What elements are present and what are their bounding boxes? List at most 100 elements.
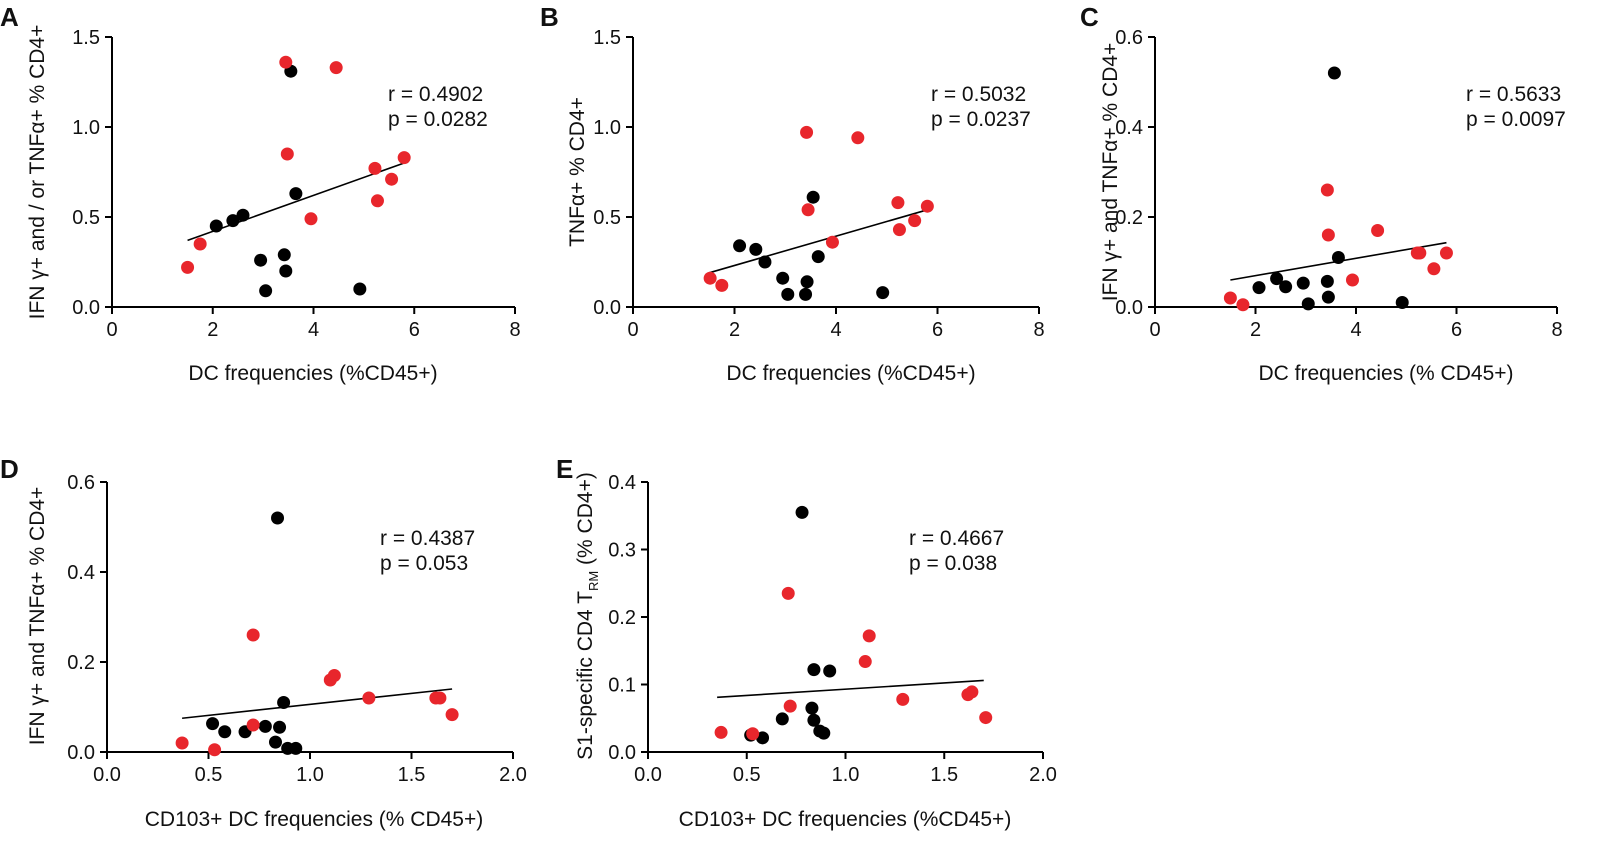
panel-letter-a: A [0,2,19,32]
panel-e-xlabel: CD103+ DC frequencies (%CD45+) [679,808,1012,831]
panel-a-y-tick-label: 1.0 [72,117,100,139]
panel-c-point-group_b [1320,183,1334,197]
panel-a-y-tick-label: 0.0 [72,297,100,319]
panel-c-point-group_a [1270,272,1284,286]
panel-c-x-tick-label: 2 [1250,319,1261,341]
panel-e-r-value: r = 0.4667 [909,527,1004,550]
panel-c-p-value: p = 0.0097 [1466,108,1566,131]
panel-d-point-group_a [271,511,285,525]
panel-d-point-group_a [289,741,303,755]
panel-a-x-tick-label: 8 [509,319,520,341]
panel-d-point-group_b [362,691,376,705]
panel-c-point-group_b [1413,246,1427,260]
panel-c-point-group_b [1371,224,1385,237]
panel-letter-c: C [1080,2,1099,32]
panel-e-point-group_b [965,685,979,699]
panel-d-x-tick-label: 0.5 [195,764,223,786]
panel-c-x-tick-label: 8 [1551,319,1562,341]
panel-d: D IFN γ+ and TNFα+ % CD4+ CD103+ DC freq… [0,454,527,831]
panel-b-point-group_b [800,125,814,139]
panel-c-x-tick-label: 4 [1350,319,1361,341]
panel-b-r-value: r = 0.5032 [931,83,1026,106]
panel-b-point-group_b [801,203,815,217]
panel-b-point-group_a [800,275,814,289]
panel-b-y-tick-label: 0.5 [593,207,621,229]
panel-e-ylabel-tail: (% CD4+) [574,472,597,571]
panel-a-x-tick-label: 6 [409,319,420,341]
panel-c-point-group_a [1321,290,1335,304]
panel-c-point-group_b [1321,228,1335,242]
panel-a-point-group_a [277,248,291,262]
panel-b-point-group_a [733,239,747,253]
panel-e-y-tick-label: 0.4 [608,472,636,494]
panel-d-ylabel: IFN γ+ and TNFα+ % CD4+ [26,487,49,746]
panel-c-point-group_b [1223,291,1237,305]
panel-b: B TNFα+ % CD4+ DC frequencies (%CD45+) r… [540,2,1045,385]
panel-b-point-group_a [876,286,890,300]
panel-b-x-tick-label: 2 [729,319,740,341]
panel-e-ylabel-main: S1-specific CD4 T [574,591,597,760]
panel-a-point-group_b [397,151,411,165]
panel-a-regression-line [187,162,405,242]
panel-d-point-group_a [268,735,282,749]
panel-b-x-tick-label: 8 [1033,319,1044,341]
panel-d-x-tick-label: 0.0 [93,764,121,786]
panel-letter-e: E [556,454,573,484]
panel-c-point-group_a [1296,276,1310,290]
panel-d-point-group_a [273,720,287,734]
panel-c-point-group_a [1301,297,1315,311]
panel-b-point-group_a [749,242,763,256]
panel-e-point-group_a [805,701,819,715]
panel-b-point-group_b [703,271,717,285]
panel-e-point-group_a [807,713,821,727]
panel-d-xlabel: CD103+ DC frequencies (% CD45+) [145,808,483,831]
panel-e-ylabel-subscript: RM [586,571,601,591]
panel-e-x-tick-label: 0.0 [634,764,662,786]
panel-e-point-group_a [756,731,770,745]
panel-e-y-tick-label: 0.2 [608,607,636,629]
panel-a-point-group_b [329,61,343,75]
panel-d-x-tick-label: 1.0 [296,764,324,786]
panel-b-plot: 0.0 0.5 1.0 1.5 0 2 4 6 8 [593,27,1044,341]
panel-e-p-value: p = 0.038 [909,552,997,575]
panel-d-x-tick-label: 1.5 [398,764,426,786]
panel-c-x-tick-label: 6 [1451,319,1462,341]
panel-d-regression-line [182,688,453,720]
panel-b-x-tick-label: 4 [830,319,841,341]
panel-e-x-tick-label: 1.5 [930,764,958,786]
panel-c-r-value: r = 0.5633 [1466,83,1561,106]
panel-e: E S1-specific CD4 TRM (% CD4+) CD103+ DC… [556,454,1057,831]
panel-a-point-group_b [193,237,207,251]
panel-b-point-group_b [892,223,906,237]
panel-b-point-group_b [891,196,905,210]
panel-e-point-group_b [979,711,993,725]
panel-a-ylabel: IFN γ+ and / or TNFα+ % CD4+ [26,25,49,320]
panel-a-y-tick-label: 0.5 [72,207,100,229]
panel-a-xlabel: DC frequencies (%CD45+) [188,362,437,385]
panel-d-point-group_a [258,719,272,733]
panel-a-x-tick-label: 0 [106,319,117,341]
panel-d-point-group_b [445,708,459,722]
panel-e-plot: 0.0 0.1 0.2 0.3 0.4 0.0 0.5 1.0 1.5 2.0 [608,472,1057,786]
panel-d-plot: 0.0 0.2 0.4 0.6 0.0 0.5 1.0 1.5 2.0 [67,472,527,786]
panel-b-regression-line [708,209,928,274]
panel-e-x-tick-label: 0.5 [733,764,761,786]
panel-a-r-value: r = 0.4902 [388,83,483,106]
panel-a-p-value: p = 0.0282 [388,108,488,131]
panel-b-p-value: p = 0.0237 [931,108,1031,131]
panel-c-plot: 0.0 0.2 0.4 0.6 0 2 4 6 8 [1115,27,1562,341]
panel-letter-d: D [0,454,19,484]
panel-b-point-group_a [806,190,820,204]
panel-e-x-tick-label: 2.0 [1029,764,1057,786]
panel-a: A IFN γ+ and / or TNFα+ % CD4+ DC freque… [0,2,521,385]
panel-e-point-group_b [746,727,760,741]
panel-c-point-group_b [1427,262,1441,276]
panel-c-y-tick-label: 0.6 [1115,27,1143,49]
panel-b-y-tick-label: 0.0 [593,297,621,319]
panel-b-point-group_b [825,235,839,249]
panel-e-point-group_b [862,629,876,643]
panel-e-x-tick-label: 1.0 [832,764,860,786]
panel-e-regression-line [717,679,984,699]
panel-c-point-group_b [1439,246,1453,260]
panel-d-y-tick-label: 0.2 [67,652,95,674]
